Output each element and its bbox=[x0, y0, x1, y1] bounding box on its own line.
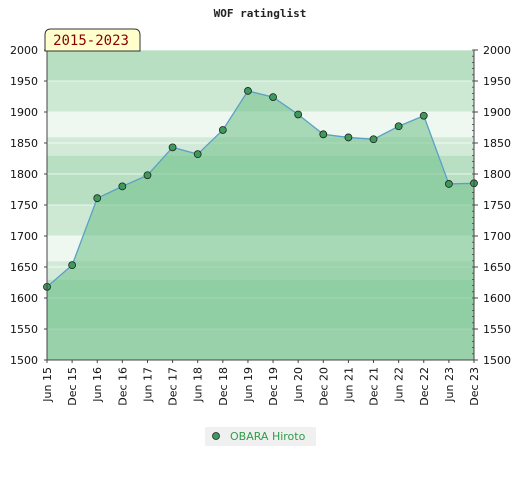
y-tick-label: 1850 bbox=[10, 137, 38, 150]
background-band bbox=[47, 87, 474, 94]
x-tick-label: Jun 23 bbox=[443, 367, 456, 403]
data-point[interactable] bbox=[369, 135, 378, 144]
data-point[interactable] bbox=[344, 133, 353, 142]
y-axis-right: 1500 1550 1600 1650 1700 1750 1800 1850 1900 1950… bbox=[472, 44, 511, 367]
legend[interactable]: OBARA Hiroto bbox=[205, 427, 316, 446]
y-tick-label: 1900 bbox=[10, 106, 38, 119]
y-tick-label: 1950 bbox=[483, 75, 511, 88]
y-tick-label: 1800 bbox=[10, 168, 38, 181]
x-tick-label: Dec 18 bbox=[217, 367, 230, 406]
y-tick-label: 1800 bbox=[483, 168, 511, 181]
background-band bbox=[47, 56, 474, 63]
data-point[interactable] bbox=[68, 261, 77, 270]
y-tick-label: 1500 bbox=[483, 354, 511, 367]
y-tick-label: 1850 bbox=[483, 137, 511, 150]
y-tick-label: 2000 bbox=[10, 44, 38, 57]
x-axis: Jun 15 Dec 15 Jun 16 Dec 16 Jun 17 Dec 17 Jun … bbox=[41, 359, 481, 406]
y-tick-label: 1750 bbox=[10, 199, 38, 212]
y-tick-label: 1600 bbox=[10, 292, 38, 305]
y-tick-label: 1700 bbox=[10, 230, 38, 243]
data-point[interactable] bbox=[319, 130, 328, 139]
x-tick-label: Dec 21 bbox=[368, 367, 381, 406]
data-point[interactable] bbox=[444, 180, 453, 188]
background-band bbox=[47, 68, 474, 76]
x-tick-label: Dec 23 bbox=[468, 367, 481, 406]
x-tick-label: Dec 16 bbox=[116, 367, 129, 406]
legend-label: OBARA Hiroto bbox=[230, 430, 306, 443]
data-point[interactable] bbox=[269, 93, 277, 102]
x-tick-label: Jun 20 bbox=[292, 367, 305, 403]
y-tick-label: 1600 bbox=[483, 292, 511, 305]
y-tick-label: 1650 bbox=[483, 261, 511, 274]
x-tick-label: Jun 16 bbox=[91, 367, 104, 403]
y-tick-label: 1700 bbox=[483, 230, 511, 243]
y-tick-label: 1950 bbox=[10, 75, 38, 88]
data-point[interactable] bbox=[244, 87, 252, 95]
data-point[interactable] bbox=[394, 122, 403, 131]
y-tick-label: 1750 bbox=[483, 199, 511, 212]
x-tick-label: Jun 22 bbox=[393, 367, 406, 403]
x-tick-label: Dec 20 bbox=[317, 367, 330, 406]
period-badge-label: 2015-2023 bbox=[53, 33, 129, 49]
rating-area-fill bbox=[47, 90, 474, 361]
data-point[interactable] bbox=[294, 110, 303, 119]
y-tick-label: 1650 bbox=[10, 261, 38, 274]
x-tick-label: Jun 21 bbox=[342, 367, 355, 403]
data-point[interactable] bbox=[218, 126, 227, 134]
rating-line bbox=[46, 90, 475, 288]
period-badge-shape bbox=[44, 28, 141, 52]
background-band bbox=[47, 62, 474, 70]
legend-marker bbox=[212, 432, 220, 440]
y-tick-label: 1550 bbox=[10, 323, 38, 336]
data-point[interactable] bbox=[143, 171, 152, 180]
background-band bbox=[47, 74, 474, 82]
x-tick-label: Dec 15 bbox=[66, 367, 79, 406]
y-tick-label: 2000 bbox=[483, 44, 511, 57]
x-tick-label: Dec 17 bbox=[167, 367, 180, 406]
y-tick-label: 1500 bbox=[10, 354, 38, 367]
x-tick-label: Jun 17 bbox=[141, 367, 154, 403]
background-band bbox=[47, 81, 474, 88]
data-point[interactable] bbox=[118, 182, 127, 191]
period-badge: 2015-2023 bbox=[44, 28, 141, 52]
y-axis-left: 1500 1550 1600 1650 1700 1750 1800 1850 1900 1950… bbox=[10, 44, 48, 367]
data-point[interactable] bbox=[193, 150, 202, 159]
x-tick-label: Dec 22 bbox=[418, 367, 431, 406]
y-tick-label: 1900 bbox=[483, 106, 511, 119]
x-tick-label: Jun 15 bbox=[41, 367, 54, 403]
y-tick-label: 1550 bbox=[483, 323, 511, 336]
x-tick-label: Dec 19 bbox=[267, 367, 280, 406]
x-tick-label: Jun 19 bbox=[242, 367, 255, 403]
legend-box bbox=[205, 427, 316, 446]
data-point[interactable] bbox=[419, 111, 428, 120]
background-band bbox=[47, 50, 474, 57]
chart-title: WOF ratinglist bbox=[214, 7, 307, 20]
data-point[interactable] bbox=[93, 194, 102, 203]
x-tick-label: Jun 18 bbox=[192, 367, 205, 403]
data-point[interactable] bbox=[168, 143, 177, 152]
